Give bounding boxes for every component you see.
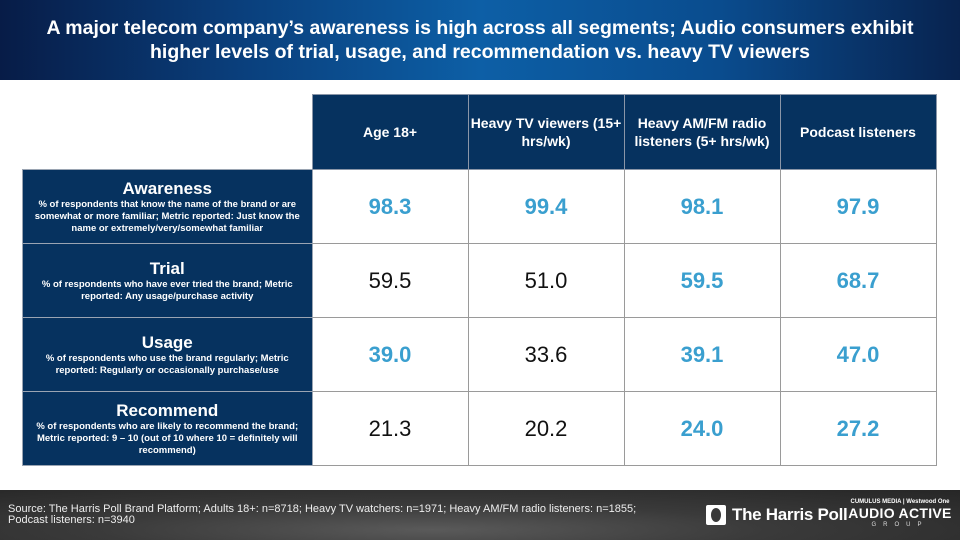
row-header-usage: Usage% of respondents who use the brand … (22, 317, 313, 392)
footer: Source: The Harris Poll Brand Platform; … (0, 490, 960, 540)
table-corner (22, 94, 312, 170)
aag-parent-brands: CUMULUS MEDIA | Westwood One (850, 499, 950, 505)
metric-description: % of respondents who are likely to recom… (36, 420, 299, 456)
metrics-table: Age 18+ Heavy TV viewers (15+ hrs/wk) He… (22, 94, 937, 466)
column-header-heavy-radio: Heavy AM/FM radio listeners (5+ hrs/wk) (623, 94, 781, 170)
table-row: Awareness% of respondents that know the … (22, 169, 937, 244)
column-header-heavy-tv: Heavy TV viewers (15+ hrs/wk) (467, 94, 625, 170)
source-note: Source: The Harris Poll Brand Platform; … (8, 503, 637, 526)
column-header-age-18: Age 18+ (311, 94, 469, 170)
value-cell: 20.2 (467, 391, 625, 466)
metric-name: Trial (149, 258, 185, 278)
value-cell: 33.6 (467, 317, 625, 392)
aag-main-text: AUDIO ACTIVE (848, 505, 952, 521)
metric-name: Awareness (122, 178, 212, 198)
table-row: Usage% of respondents who use the brand … (22, 317, 937, 392)
metric-description: % of respondents that know the name of t… (34, 198, 300, 234)
value-cell: 47.0 (779, 317, 937, 392)
metric-description: % of respondents who have ever tried the… (41, 278, 293, 302)
table-row: Trial% of respondents who have ever trie… (22, 243, 937, 318)
value-cell: 98.3 (311, 169, 469, 244)
value-cell: 24.0 (623, 391, 781, 466)
metrics-table-container: Age 18+ Heavy TV viewers (15+ hrs/wk) He… (22, 94, 937, 466)
value-cell: 27.2 (779, 391, 937, 466)
value-cell: 59.5 (311, 243, 469, 318)
table-header-row: Age 18+ Heavy TV viewers (15+ hrs/wk) He… (22, 94, 937, 170)
harris-poll-icon (706, 505, 726, 525)
value-cell: 59.5 (623, 243, 781, 318)
row-header-awareness: Awareness% of respondents that know the … (22, 169, 313, 244)
harris-poll-name: The Harris Poll (732, 505, 848, 524)
value-cell: 39.1 (623, 317, 781, 392)
metric-name: Recommend (116, 400, 219, 420)
column-header-podcast: Podcast listeners (779, 94, 937, 170)
row-header-recommend: Recommend% of respondents who are likely… (22, 391, 313, 466)
row-header-trial: Trial% of respondents who have ever trie… (22, 243, 313, 318)
value-cell: 39.0 (311, 317, 469, 392)
table-row: Recommend% of respondents who are likely… (22, 391, 937, 466)
harris-poll-logo: The Harris Poll (706, 505, 848, 525)
value-cell: 51.0 (467, 243, 625, 318)
audio-active-group-logo: CUMULUS MEDIA | Westwood One AUDIO ACTIV… (845, 498, 955, 530)
page-title: A major telecom company’s awareness is h… (46, 17, 914, 63)
value-cell: 99.4 (467, 169, 625, 244)
aag-sub-text: GROUP (871, 522, 929, 528)
value-cell: 68.7 (779, 243, 937, 318)
title-bar: A major telecom company’s awareness is h… (0, 0, 960, 80)
metric-description: % of respondents who use the brand regul… (45, 352, 289, 376)
value-cell: 98.1 (623, 169, 781, 244)
value-cell: 97.9 (779, 169, 937, 244)
metric-name: Usage (141, 332, 193, 352)
value-cell: 21.3 (311, 391, 469, 466)
